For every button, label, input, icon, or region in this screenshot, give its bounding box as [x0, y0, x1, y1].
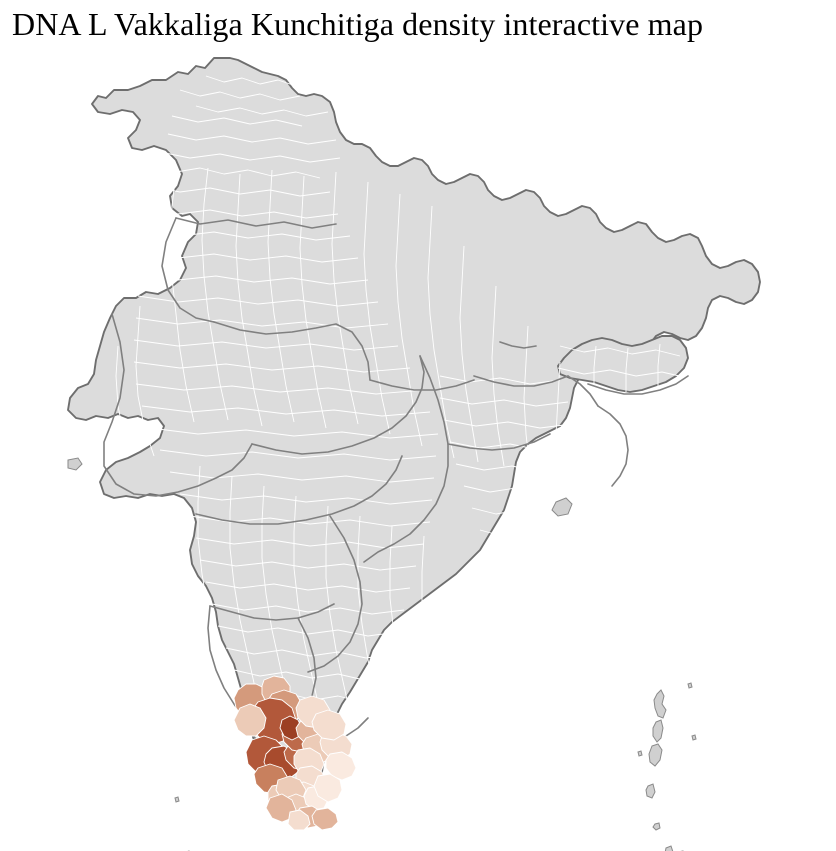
- region-chittoor[interactable]: [311, 709, 347, 741]
- island-car-nicobar[interactable]: [652, 822, 661, 831]
- district-lines-vertical: [115, 167, 693, 801]
- region-tiruchirappalli[interactable]: [313, 773, 343, 803]
- state-border-jk-hp: [175, 217, 337, 229]
- state-border-punjab-haryana: [161, 217, 215, 323]
- state-border-ap-odisha: [363, 355, 449, 563]
- state-border-mp-maharashtra: [195, 455, 403, 525]
- island-lakshadweep-speck[interactable]: [174, 796, 180, 803]
- island-sundarbans-speck[interactable]: [551, 497, 573, 517]
- region-madurai[interactable]: [311, 807, 339, 831]
- island-speck-ne[interactable]: [687, 682, 693, 689]
- state-border-up-mp: [251, 355, 425, 455]
- state-outline-group: [103, 217, 689, 811]
- state-border-maharashtra-telangana: [307, 515, 363, 673]
- island-group: [67, 457, 697, 851]
- island-speck-e[interactable]: [691, 734, 697, 741]
- state-border-assam-mesh: [587, 375, 689, 395]
- state-border-odisha-wb: [447, 433, 551, 451]
- island-andaman-middle[interactable]: [652, 719, 664, 743]
- region-chikmagalur[interactable]: [233, 703, 267, 737]
- state-border-karnataka-north: [209, 603, 335, 621]
- india-choropleth-map[interactable]: [0, 46, 836, 851]
- island-andaman-north[interactable]: [653, 689, 667, 719]
- state-border-bihar-up: [369, 379, 475, 391]
- page-title: DNA L Vakkaliga Kunchitiga density inter…: [12, 6, 704, 42]
- island-andaman-south[interactable]: [648, 743, 663, 767]
- state-border-rajasthan-gujarat: [103, 313, 253, 497]
- state-border-wb-bihar: [473, 375, 569, 387]
- island-daman-speck[interactable]: [67, 457, 83, 471]
- region-theni[interactable]: [287, 809, 311, 831]
- state-border-assam-west: [567, 375, 599, 407]
- highlight-group: [233, 675, 357, 831]
- state-border-ne-south: [597, 405, 629, 487]
- island-nicobar-a[interactable]: [664, 845, 674, 851]
- state-border-sikkim: [499, 341, 537, 349]
- map-svg[interactable]: [0, 46, 836, 851]
- state-border-rajasthan-up: [213, 321, 371, 381]
- island-little-andaman[interactable]: [645, 783, 656, 799]
- district-mesh-group: [115, 75, 693, 811]
- island-speck-w[interactable]: [637, 750, 643, 757]
- region-tiruvannamalai[interactable]: [325, 751, 357, 781]
